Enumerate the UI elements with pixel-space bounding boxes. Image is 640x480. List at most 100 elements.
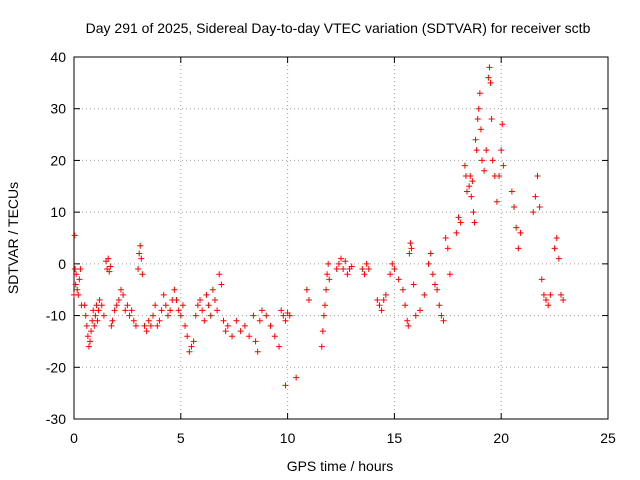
data-point [71, 232, 78, 239]
data-point [209, 286, 216, 293]
data-point [276, 343, 283, 350]
data-point [469, 178, 476, 185]
data-point [481, 167, 488, 174]
data-point [324, 271, 331, 278]
data-point [485, 74, 492, 81]
data-point [444, 245, 451, 252]
data-point [499, 121, 506, 128]
data-point [141, 322, 148, 329]
data-point [474, 116, 481, 123]
data-point [128, 307, 135, 314]
data-point [89, 317, 96, 324]
data-point [156, 317, 163, 324]
data-point [457, 219, 464, 226]
y-tick-label: 0 [58, 256, 66, 272]
data-point [179, 302, 186, 309]
data-point [184, 333, 191, 340]
data-point [500, 162, 507, 169]
data-point [94, 317, 101, 324]
x-tick-label: 10 [280, 430, 296, 446]
data-point [237, 328, 244, 335]
data-points [71, 64, 567, 389]
data-point [545, 302, 552, 309]
data-point [378, 307, 385, 314]
data-point [263, 312, 270, 319]
data-point [429, 271, 436, 278]
data-point [342, 258, 349, 265]
data-point [256, 317, 263, 324]
data-point [105, 255, 112, 262]
data-point [252, 338, 259, 345]
data-point [407, 240, 414, 247]
data-point [278, 307, 285, 314]
data-point [359, 266, 366, 273]
y-tick-label: -20 [46, 359, 66, 375]
data-point [376, 302, 383, 309]
data-point [220, 317, 227, 324]
data-point [365, 266, 372, 273]
data-point [218, 281, 225, 288]
data-point [107, 263, 114, 270]
data-point [147, 322, 154, 329]
data-point [508, 188, 515, 195]
data-point [96, 297, 103, 304]
data-point [143, 328, 150, 335]
plot-frame [73, 56, 609, 420]
data-point [513, 224, 520, 231]
data-point [464, 188, 471, 195]
y-tick-label: 30 [50, 101, 66, 117]
data-point [124, 302, 131, 309]
data-point [318, 343, 325, 350]
data-point [558, 291, 565, 298]
data-point [111, 307, 118, 314]
data-point [139, 271, 146, 278]
data-point [486, 64, 493, 71]
data-point [560, 297, 567, 304]
data-point [267, 322, 274, 329]
data-point [72, 281, 79, 288]
data-point [461, 162, 468, 169]
data-point [197, 297, 204, 304]
data-point [233, 317, 240, 324]
data-point [132, 322, 139, 329]
data-point [477, 126, 484, 133]
data-point [321, 302, 328, 309]
data-point [348, 263, 355, 270]
data-point [190, 338, 197, 345]
data-point [333, 266, 340, 273]
data-point [374, 297, 381, 304]
data-point [319, 328, 326, 335]
x-tick-label: 0 [70, 430, 78, 446]
data-point [361, 271, 368, 278]
data-point [81, 302, 88, 309]
data-point [106, 268, 113, 275]
data-point [427, 250, 434, 257]
data-point [498, 147, 505, 154]
data-point [467, 172, 474, 179]
data-point [246, 333, 253, 340]
data-point [344, 271, 351, 278]
x-tick-label: 5 [177, 430, 185, 446]
chart-title: Day 291 of 2025, Sidereal Day-to-day VTE… [86, 20, 591, 36]
data-point [77, 266, 84, 273]
data-point [538, 276, 545, 283]
data-point [547, 291, 554, 298]
data-point [75, 291, 82, 298]
data-point [108, 322, 115, 329]
y-axis-label: SDTVAR / TECUs [5, 182, 21, 294]
data-point [130, 317, 137, 324]
data-point [177, 312, 184, 319]
data-point [93, 302, 100, 309]
data-point [160, 291, 167, 298]
data-point [323, 286, 330, 293]
data-point [73, 271, 80, 278]
data-point [438, 312, 445, 319]
data-point [468, 193, 475, 200]
data-point [402, 302, 409, 309]
data-point [511, 203, 518, 210]
data-point [536, 203, 543, 210]
data-point [387, 271, 394, 278]
y-tick-label: 40 [50, 49, 66, 65]
data-point [551, 245, 558, 252]
